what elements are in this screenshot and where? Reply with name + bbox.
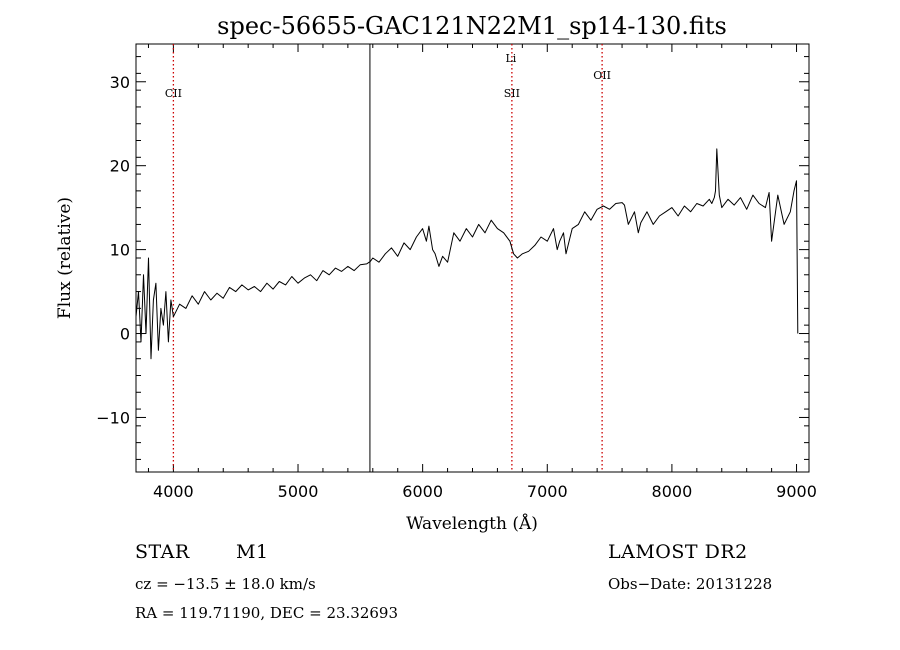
- y-tick-label: 0: [120, 325, 130, 344]
- line-label: Li: [505, 52, 516, 65]
- line-label: OII: [593, 69, 611, 82]
- object-subclass: M1: [236, 541, 269, 563]
- spectrum-series: [135, 148, 799, 360]
- x-axis-label: Wavelength (Å): [406, 513, 538, 534]
- y-axis-label: Flux (relative): [55, 197, 75, 319]
- x-tick-label: 4000: [153, 482, 194, 501]
- axis-ticks: 4000 5000 6000 7000 8000 9000 −10 0 10 20 30: [96, 44, 817, 501]
- spectrum-line: [135, 148, 799, 360]
- y-tick-label: −10: [96, 408, 130, 427]
- plot-frame: [135, 43, 810, 473]
- line-label: SII: [504, 87, 520, 100]
- y-tick-label: 20: [110, 157, 130, 176]
- observation-date: Obs−Date: 20131228: [608, 575, 773, 593]
- object-class: STAR: [135, 541, 190, 563]
- x-tick-label: 5000: [278, 482, 319, 501]
- x-tick-label: 6000: [402, 482, 443, 501]
- chart-title: spec-56655-GAC121N22M1_sp14-130.fits: [217, 12, 727, 40]
- line-label: CII: [165, 87, 182, 100]
- survey-name: LAMOST DR2: [608, 541, 748, 563]
- y-tick-label: 10: [110, 241, 130, 260]
- redshift-cz: cz = −13.5 ± 18.0 km/s: [135, 575, 316, 593]
- x-tick-label: 8000: [652, 482, 693, 501]
- x-tick-label: 7000: [527, 482, 568, 501]
- x-tick-label: 9000: [776, 482, 817, 501]
- coordinates: RA = 119.71190, DEC = 23.32693: [135, 604, 399, 622]
- reference-lines: CII SII Li OII: [165, 44, 611, 472]
- y-tick-label: 30: [110, 73, 130, 92]
